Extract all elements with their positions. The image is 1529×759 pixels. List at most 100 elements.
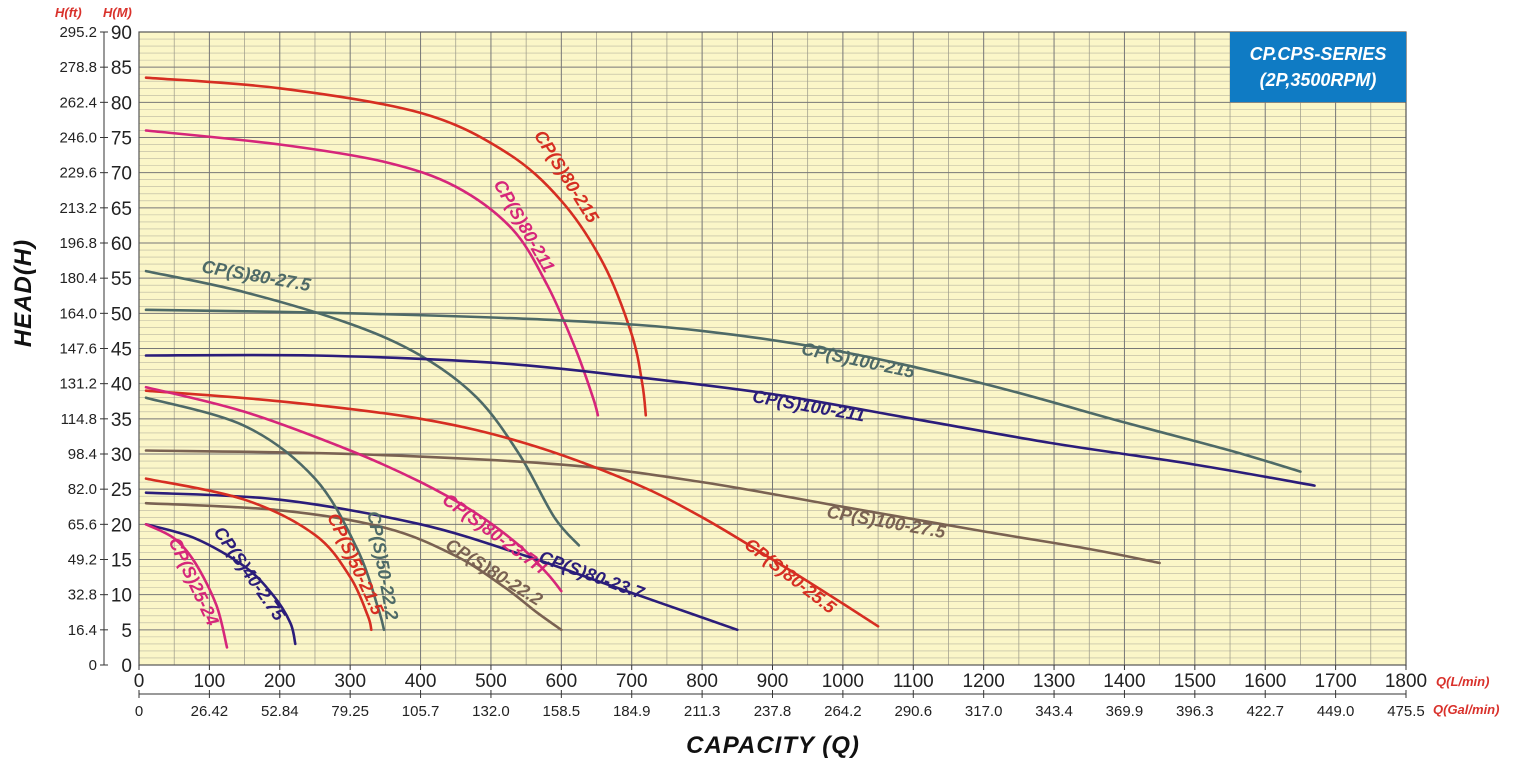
y-tick-label: 65 xyxy=(111,199,132,220)
x-tick-label-secondary: 52.84 xyxy=(261,703,299,720)
x-tick-label-secondary: 132.0 xyxy=(472,703,510,720)
y-tick-label: 40 xyxy=(111,375,132,396)
y-tick-label-secondary: 295.2 xyxy=(59,24,97,41)
y-tick-label-secondary: 49.2 xyxy=(68,552,97,569)
chart-title: CP.CPS-SERIES xyxy=(1250,44,1387,64)
x-tick-label: 0 xyxy=(134,671,145,692)
y-tick-label: 70 xyxy=(111,164,132,185)
y-tick-label-secondary: 82.0 xyxy=(68,481,97,498)
x-tick-label: 1500 xyxy=(1174,671,1216,692)
y-tick-label-secondary: 65.6 xyxy=(68,516,97,533)
y-tick-label-secondary: 0 xyxy=(89,657,97,674)
x-tick-label: 1300 xyxy=(1033,671,1075,692)
curve-cp-s-100-211 xyxy=(144,353,1316,487)
x-tick-label: 400 xyxy=(405,671,437,692)
y-tick-label-secondary: 180.4 xyxy=(59,270,97,287)
x-tick-label: 1700 xyxy=(1314,671,1356,692)
x-tick-label-secondary: 184.9 xyxy=(613,703,651,720)
y-tick-label-secondary: 229.6 xyxy=(59,165,97,182)
y-tick-label-secondary: 278.8 xyxy=(59,59,97,76)
y-tick-label: 55 xyxy=(111,269,132,290)
x-tick-label: 1100 xyxy=(893,671,934,692)
y-tick-label-secondary: 32.8 xyxy=(68,587,97,604)
curve-cp-s-50-22-2 xyxy=(144,396,386,632)
y-tick-label-secondary: 16.4 xyxy=(68,622,97,639)
curve-cp-s-25-24 xyxy=(144,523,229,649)
chart-subtitle: (2P,3500RPM) xyxy=(1260,70,1377,90)
y-tick-label-secondary: 213.2 xyxy=(59,200,97,217)
x-tick-label: 100 xyxy=(194,671,226,692)
x-tick-label: 600 xyxy=(545,671,577,692)
x-tick-label: 1400 xyxy=(1103,671,1145,692)
y-unit-secondary-label: H(ft) xyxy=(55,5,82,20)
y-tick-label: 80 xyxy=(111,93,132,114)
y-tick-label-secondary: 98.4 xyxy=(68,446,97,463)
x-tick-label: 200 xyxy=(264,671,296,692)
y-tick-label: 30 xyxy=(111,445,132,466)
x-tick-label-secondary: 264.2 xyxy=(824,703,862,720)
x-tick-label-secondary: 396.3 xyxy=(1176,703,1214,720)
y-tick-label-secondary: 196.8 xyxy=(59,235,97,252)
curve-cp-s-80-23-7h xyxy=(144,385,563,593)
x-tick-label-secondary: 290.6 xyxy=(895,703,933,720)
x-tick-label: 1600 xyxy=(1244,671,1286,692)
x-tick-label-secondary: 105.7 xyxy=(402,703,440,720)
curve-cp-s-50-21-5 xyxy=(144,477,373,632)
curve-cp-s-80-23-7 xyxy=(144,491,739,632)
x-tick-label-secondary: 475.5 xyxy=(1387,703,1425,720)
curve-cp-s-80-215 xyxy=(144,76,648,417)
y-tick-label: 75 xyxy=(111,129,132,150)
curve-cp-s-100-27-5 xyxy=(144,449,1161,565)
x-tick-label-secondary: 0 xyxy=(135,703,143,720)
y-tick-label: 15 xyxy=(111,551,132,572)
curve-cp-s-40-2-75 xyxy=(144,523,297,646)
curve-cp-s-80-25-5 xyxy=(144,389,880,628)
x-tick-label-secondary: 422.7 xyxy=(1246,703,1284,720)
y-tick-label: 20 xyxy=(111,515,132,536)
y-tick-label-secondary: 131.2 xyxy=(59,376,97,393)
y-tick-label: 0 xyxy=(121,656,132,677)
x-tick-label-secondary: 26.42 xyxy=(191,703,229,720)
x-tick-label: 700 xyxy=(616,671,648,692)
y-tick-label: 25 xyxy=(111,480,132,501)
x-tick-label-secondary: 343.4 xyxy=(1035,703,1073,720)
x-tick-label: 1200 xyxy=(963,671,1005,692)
y-tick-label: 85 xyxy=(111,58,132,79)
y-tick-label: 45 xyxy=(111,340,132,361)
curve-cp-s-80-22-2 xyxy=(144,501,563,632)
y-tick-label-secondary: 164.0 xyxy=(59,305,97,322)
y-tick-label: 35 xyxy=(111,410,132,431)
series-badge: CP.CPS-SERIES (2P,3500RPM) xyxy=(1230,32,1406,102)
y-axis-title: HEAD(H) xyxy=(10,239,37,347)
curve-cp-s-100-215 xyxy=(144,308,1302,473)
y-axis: 0 0 5 16.4 10 32.8 15 49.2 20 65.6 25 82.0 30 98.4 35 1… xyxy=(59,23,132,677)
x-tick-label-secondary: 79.25 xyxy=(331,703,369,720)
x-unit-secondary-label: Q(Gal/min) xyxy=(1433,702,1499,717)
x-tick-label: 300 xyxy=(334,671,366,692)
y-tick-label-secondary: 246.0 xyxy=(59,130,97,147)
y-unit-primary-label: H(M) xyxy=(103,5,132,20)
curve-cp-s-80-211 xyxy=(144,129,600,417)
x-tick-label-secondary: 158.5 xyxy=(543,703,581,720)
x-tick-label: 500 xyxy=(475,671,507,692)
y-tick-label-secondary: 147.6 xyxy=(59,341,97,358)
x-tick-label: 1800 xyxy=(1385,671,1427,692)
x-tick-label: 1000 xyxy=(822,671,864,692)
x-tick-label-secondary: 449.0 xyxy=(1317,703,1355,720)
y-tick-label: 10 xyxy=(111,586,132,607)
y-tick-label: 50 xyxy=(111,304,132,325)
y-tick-label: 60 xyxy=(111,234,132,255)
y-tick-label: 90 xyxy=(111,23,132,44)
x-tick-label-secondary: 369.9 xyxy=(1106,703,1144,720)
x-unit-primary-label: Q(L/min) xyxy=(1436,674,1489,689)
x-axis: 0 0 100 26.42 200 52.84 300 79.25 400 105.7 500 132… xyxy=(134,665,1427,720)
x-tick-label-secondary: 317.0 xyxy=(965,703,1003,720)
series-badge-box xyxy=(1230,32,1406,102)
curve-cp-s-80-27-5 xyxy=(144,269,581,547)
x-tick-label-secondary: 211.3 xyxy=(684,703,720,720)
y-tick-label-secondary: 114.8 xyxy=(61,411,97,428)
x-tick-label: 800 xyxy=(686,671,718,692)
x-tick-label: 900 xyxy=(757,671,789,692)
x-axis-title: CAPACITY (Q) xyxy=(686,732,860,759)
